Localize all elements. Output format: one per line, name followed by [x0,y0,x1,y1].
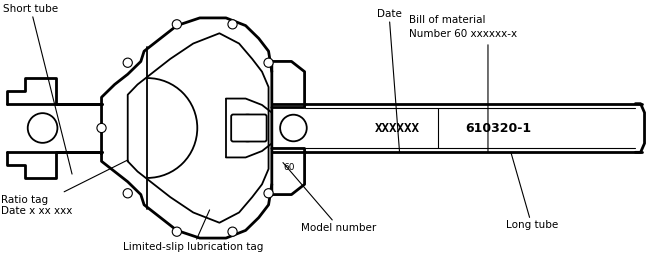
Text: 610320-1: 610320-1 [465,122,531,134]
Circle shape [280,115,307,141]
Circle shape [228,227,237,236]
Text: Ratio tag
Date x xx xxx: Ratio tag Date x xx xxx [1,160,128,216]
Circle shape [264,189,273,198]
Circle shape [97,123,106,133]
Circle shape [172,227,181,236]
Circle shape [123,189,132,198]
Text: 60: 60 [283,163,295,172]
FancyBboxPatch shape [231,114,267,142]
Circle shape [172,20,181,29]
Text: Date: Date [377,9,402,152]
Text: Limited-slip lubrication tag: Limited-slip lubrication tag [123,210,263,252]
Text: XXXXXX: XXXXXX [375,122,420,134]
Text: Short tube: Short tube [3,4,72,174]
Circle shape [228,20,237,29]
Text: Bill of material
Number 60 xxxxxx-x: Bill of material Number 60 xxxxxx-x [409,15,517,39]
Text: Model number: Model number [283,163,377,233]
Circle shape [123,58,132,67]
Circle shape [234,115,261,141]
Circle shape [264,58,273,67]
Text: Long tube: Long tube [506,152,558,230]
